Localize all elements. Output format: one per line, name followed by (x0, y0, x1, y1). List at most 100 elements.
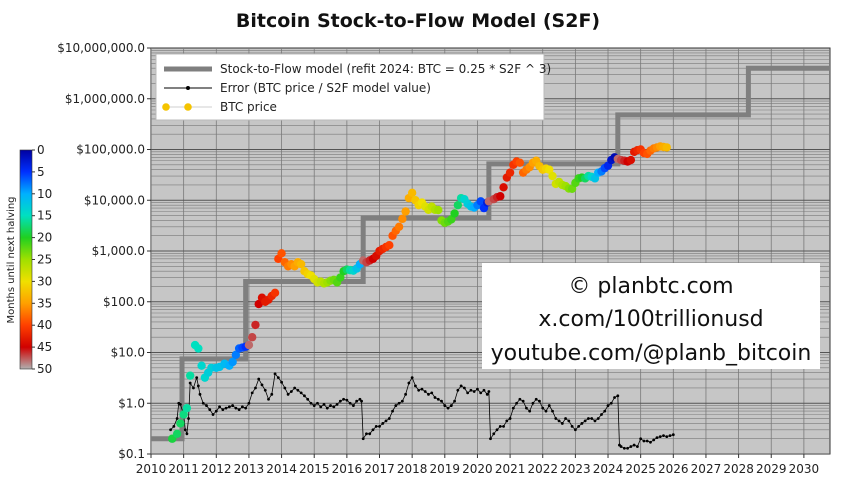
error-point (360, 399, 363, 403)
error-point (273, 372, 277, 376)
error-point (257, 377, 261, 381)
error-point (185, 432, 189, 436)
error-point (453, 399, 456, 403)
error-point (404, 392, 408, 396)
error-point (632, 443, 636, 447)
error-point (645, 439, 649, 443)
error-point (616, 394, 620, 398)
error-point (430, 391, 434, 395)
error-point (283, 386, 287, 390)
error-point (381, 422, 385, 425)
btc-price-point (545, 165, 554, 174)
btc-price-point (247, 333, 257, 342)
watermark-line: youtube.com/@planb_bitcoin (491, 341, 812, 366)
btc-price-point (277, 249, 286, 258)
error-point (351, 404, 355, 407)
error-point (208, 408, 212, 411)
error-point (201, 401, 205, 405)
error-point (224, 406, 228, 410)
error-point (427, 392, 430, 396)
colorbar-label: Months until next halving (6, 196, 17, 323)
error-point (348, 401, 352, 405)
watermark-line: © planbtc.com (568, 274, 733, 299)
btc-price-point (476, 197, 485, 206)
error-point (260, 383, 264, 387)
error-point (296, 388, 300, 392)
error-point (371, 428, 375, 432)
btc-price-point (172, 429, 182, 439)
error-point (325, 406, 329, 410)
btc-price-point (270, 288, 280, 298)
error-point (303, 394, 306, 398)
error-point (188, 381, 192, 385)
error-point (577, 424, 581, 428)
x-tick-label: 2027 (691, 462, 722, 476)
error-point (192, 386, 195, 390)
error-point (449, 404, 453, 407)
error-point (557, 419, 561, 423)
btc-price-point (450, 209, 459, 218)
error-point (593, 419, 597, 423)
colorbar-tick-label: 5 (37, 165, 45, 179)
x-tick-label: 2016 (332, 462, 363, 476)
error-point (286, 392, 290, 396)
colorbar-gradient (19, 149, 33, 370)
error-point (554, 417, 558, 420)
chart-title: Bitcoin Stock-to-Flow Model (S2F) (236, 10, 600, 32)
error-point (525, 406, 528, 410)
s2f-model-line (151, 65, 830, 442)
error-point (511, 406, 515, 410)
btc-price-point (407, 188, 417, 198)
error-point (596, 417, 600, 420)
btc-price-point (662, 143, 671, 152)
legend-box (155, 53, 545, 121)
error-point (414, 384, 417, 388)
error-point (665, 435, 669, 439)
error-point (502, 424, 505, 428)
btc-price-point (185, 371, 195, 380)
legend-swatch-price-dot (162, 103, 170, 111)
error-point (544, 409, 548, 413)
error-point (518, 397, 522, 401)
axes: 2010 2011 2012 2013 2014 2015 2016 2017 2018 2019… (57, 41, 819, 476)
error-point (466, 391, 470, 395)
error-point (195, 376, 199, 380)
y-tick-label: $1,000,000.0 (65, 92, 145, 106)
error-point (365, 432, 368, 436)
error-point (505, 419, 509, 423)
error-point (417, 388, 421, 392)
x-tick-label: 2015 (299, 462, 330, 476)
btc-price-point (394, 222, 404, 231)
error-point (590, 417, 594, 420)
error-point (407, 381, 411, 385)
error-point (319, 405, 323, 409)
error-point (198, 392, 202, 396)
error-point (629, 445, 633, 448)
error-point (172, 424, 176, 428)
error-point (332, 405, 336, 409)
error-point (309, 401, 313, 405)
btc-price-point (228, 357, 237, 367)
error-point (658, 435, 662, 439)
error-point (391, 409, 394, 413)
btc-price-point (254, 299, 263, 309)
error-point (487, 390, 491, 393)
error-point (227, 405, 231, 409)
colorbar-tick-label: 20 (37, 231, 52, 245)
error-point (254, 386, 257, 390)
error-point (358, 397, 362, 401)
x-tick-label: 2025 (625, 462, 656, 476)
error-point (397, 401, 401, 405)
colorbar-tick-label: 40 (37, 318, 52, 332)
error-point (485, 392, 489, 396)
error-point (472, 390, 476, 393)
watermark-box (482, 263, 820, 369)
error-point (322, 402, 326, 406)
error-point (342, 397, 346, 401)
btc-price-series (168, 142, 671, 443)
x-tick-label: 2011 (168, 462, 199, 476)
s2f-model-path (151, 65, 830, 442)
error-point (267, 397, 270, 401)
error-point (423, 390, 427, 393)
y-tick-label: $1.0 (118, 396, 145, 410)
